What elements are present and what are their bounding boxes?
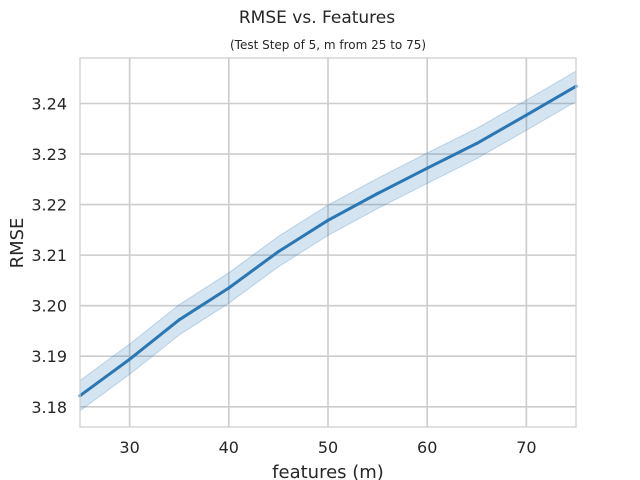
y-tick-label: 3.24 xyxy=(31,94,67,113)
data-point xyxy=(128,357,132,361)
data-point xyxy=(276,250,280,254)
y-axis-label: RMSE xyxy=(7,218,28,269)
data-point xyxy=(376,192,380,195)
y-tick-label: 3.18 xyxy=(31,398,67,417)
data-point xyxy=(177,318,181,322)
y-tick-label: 3.22 xyxy=(31,196,67,215)
chart-subtitle: (Test Step of 5, m from 25 to 75) xyxy=(230,38,426,52)
x-tick-label: 60 xyxy=(417,438,437,457)
x-axis-label: features (m) xyxy=(272,462,384,480)
data-point xyxy=(524,113,528,117)
data-point xyxy=(475,141,479,145)
y-tick-label: 3.19 xyxy=(31,347,67,366)
x-tick-label: 40 xyxy=(219,438,239,457)
chart-title: RMSE vs. Features xyxy=(239,8,395,28)
x-tick-label: 30 xyxy=(119,438,139,457)
y-tick-label: 3.20 xyxy=(31,297,67,316)
data-point xyxy=(326,218,330,222)
y-tick-label: 3.23 xyxy=(31,145,67,164)
data-point xyxy=(425,166,429,170)
gridlines xyxy=(80,58,576,427)
x-tick-labels: 30 40 50 60 70 xyxy=(119,438,536,457)
y-tick-label: 3.21 xyxy=(31,246,67,265)
x-tick-label: 70 xyxy=(516,438,536,457)
y-tick-labels: 3.18 3.19 3.20 3.21 3.22 3.23 3.24 xyxy=(31,94,67,416)
x-tick-label: 50 xyxy=(318,438,338,457)
data-point xyxy=(227,286,231,290)
plot-frame xyxy=(79,57,577,428)
